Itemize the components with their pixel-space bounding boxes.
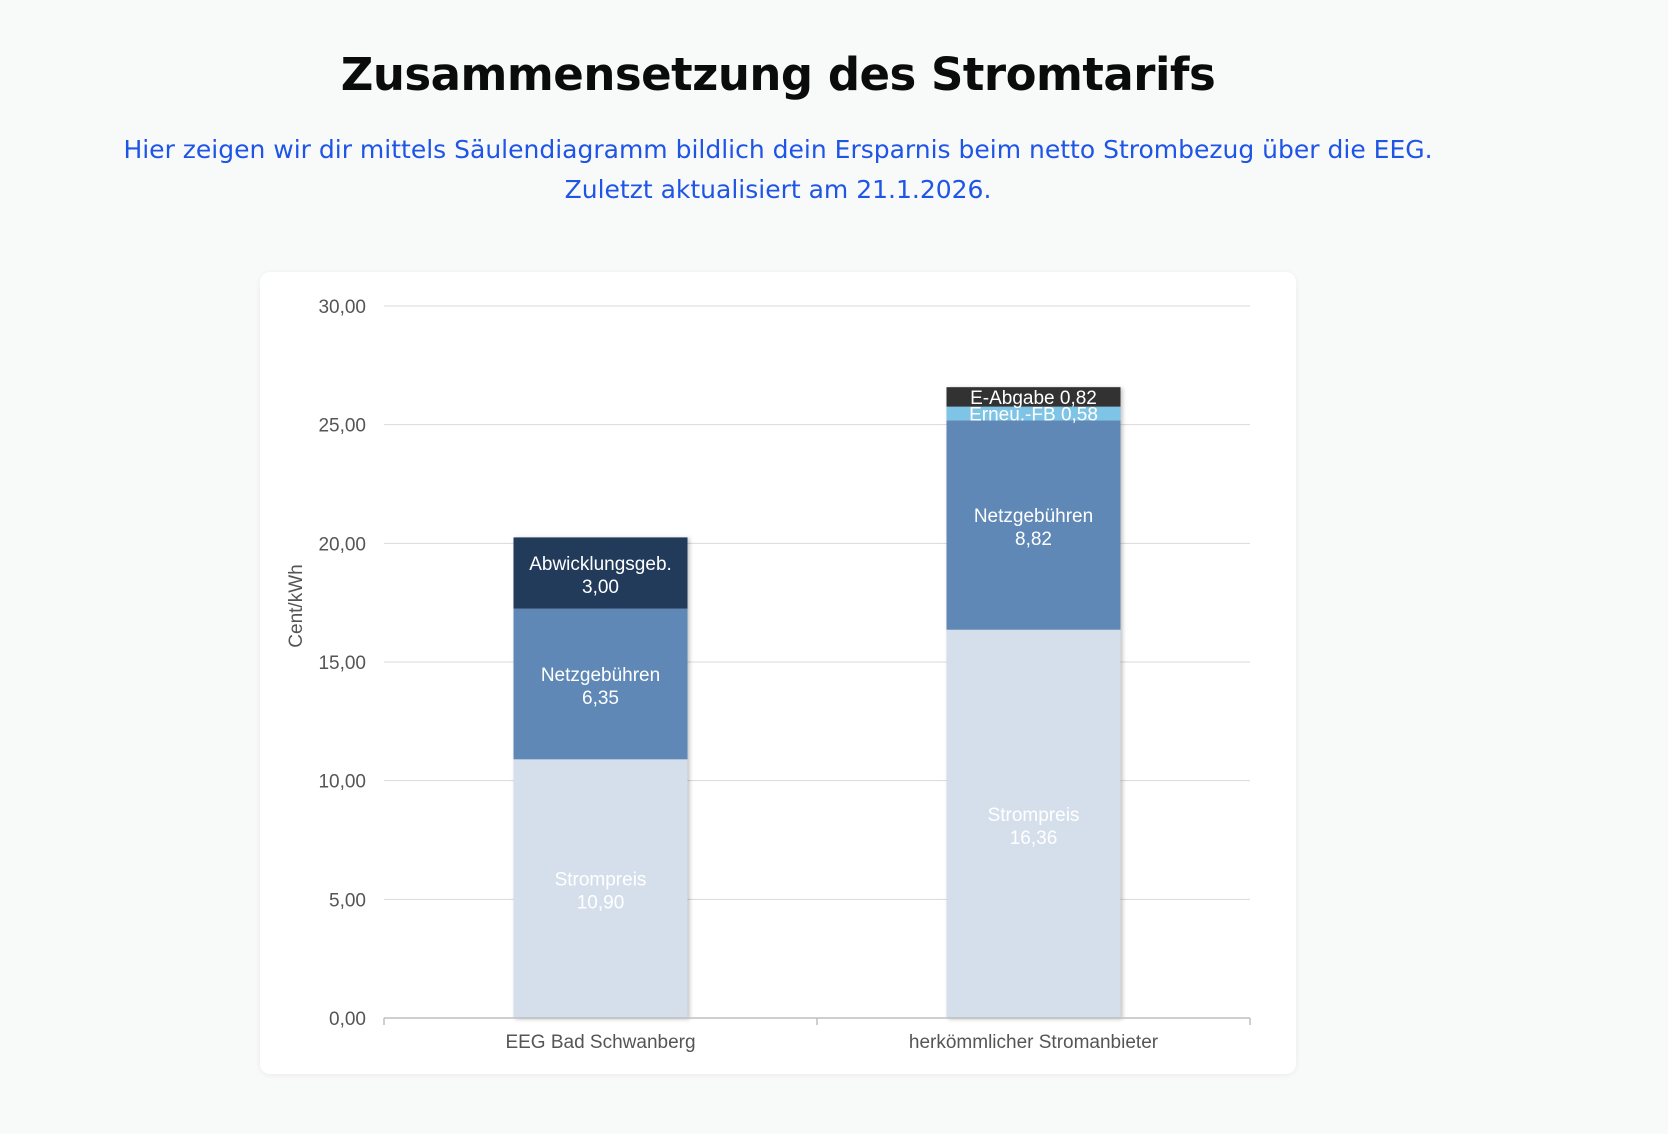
bar-stack bbox=[513, 537, 688, 1018]
segment-name-label: Netzgebühren bbox=[974, 506, 1093, 527]
y-tick-label: 25,00 bbox=[318, 416, 366, 437]
x-category-label: herkömmlicher Stromanbieter bbox=[909, 1032, 1159, 1053]
segment-value-label: 16,36 bbox=[1010, 828, 1058, 849]
y-tick-label: 30,00 bbox=[318, 297, 366, 318]
segment-name-label: Netzgebühren bbox=[541, 665, 660, 686]
segment-value-label: 10,90 bbox=[577, 893, 625, 914]
bar-segment bbox=[513, 537, 688, 609]
segment-label: E-Abgabe 0,82 bbox=[970, 388, 1097, 409]
x-axis: EEG Bad Schwanberg herkömmlicher Stromanb… bbox=[383, 1017, 1251, 1053]
y-tick-label: 15,00 bbox=[318, 653, 366, 674]
bar-segment bbox=[513, 759, 688, 1018]
y-tick-label: 0,00 bbox=[329, 1009, 366, 1030]
bar-segment bbox=[946, 629, 1121, 1018]
stacked-bar-chart: 0,00 5,00 10,00 15,00 20,00 25,00 30,00 Cent/k… bbox=[286, 297, 1251, 1053]
bar-segment bbox=[513, 608, 688, 760]
y-axis-label: Cent/kWh bbox=[286, 564, 307, 647]
y-tick-label: 10,00 bbox=[318, 772, 366, 793]
segment-value-label: 8,82 bbox=[1015, 529, 1052, 550]
y-tick-label: 20,00 bbox=[318, 534, 366, 555]
segment-value-label: 3,00 bbox=[582, 577, 619, 598]
bar-segment bbox=[946, 387, 1121, 407]
page-subtitle: Hier zeigen wir dir mittels Säulendiagra… bbox=[123, 135, 1433, 164]
y-tick-label: 5,00 bbox=[329, 890, 366, 911]
segment-value-label: 6,35 bbox=[582, 688, 619, 709]
bars: Strompreis10,90Netzgebühren6,35Abwicklun… bbox=[513, 387, 1121, 1018]
segment-name-label: Strompreis bbox=[988, 805, 1080, 826]
page-title: Zusammensetzung des Stromtarifs bbox=[340, 48, 1216, 101]
last-updated-text: Zuletzt aktualisiert am 21.1.2026. bbox=[564, 175, 992, 204]
y-axis-ticks: 0,00 5,00 10,00 15,00 20,00 25,00 30,00 bbox=[318, 297, 366, 1030]
chart-card: 0,00 5,00 10,00 15,00 20,00 25,00 30,00 Cent/k… bbox=[260, 272, 1296, 1074]
segment-label: Erneu.-FB 0,58 bbox=[969, 405, 1098, 426]
segment-name-label: Abwicklungsgeb. bbox=[529, 554, 672, 575]
segment-name-label: Strompreis bbox=[555, 870, 647, 891]
x-category-label: EEG Bad Schwanberg bbox=[505, 1032, 695, 1053]
bar-segment bbox=[946, 420, 1121, 630]
bar-stack bbox=[946, 387, 1121, 1018]
bar-segment bbox=[946, 406, 1121, 421]
